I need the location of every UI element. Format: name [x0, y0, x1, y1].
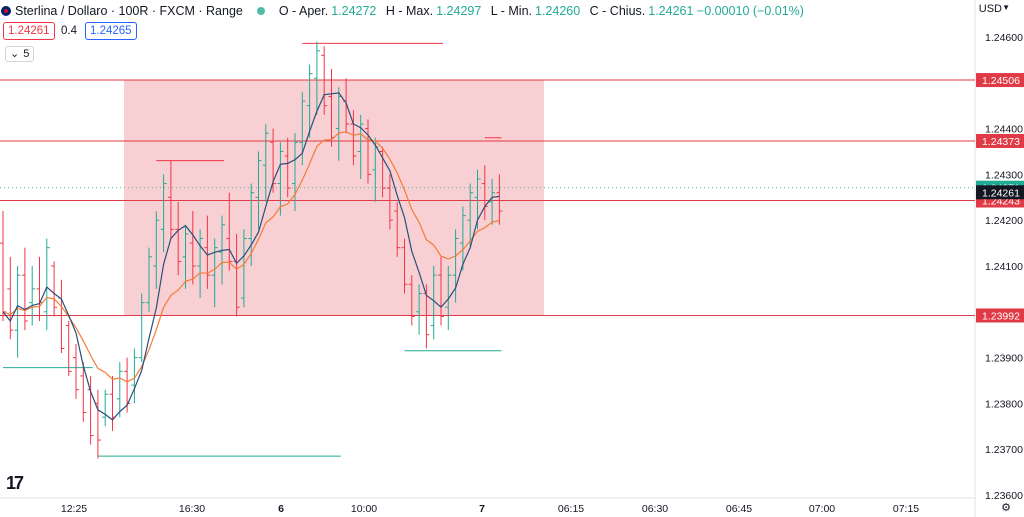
indicators-toggle[interactable]: ⌄ 5 [5, 46, 35, 62]
close-label: C - Chius. [589, 4, 646, 18]
price-level-label-bg [976, 73, 1024, 88]
last-price-label-bg [976, 185, 1024, 200]
price-level-label-bg [976, 308, 1024, 323]
gear-icon[interactable]: ⚙ [1001, 502, 1011, 514]
chevron-down-icon[interactable]: ▼ [1002, 3, 1010, 12]
low-value: 1.24260 [535, 4, 581, 18]
chevron-down-icon: ⌄ [10, 48, 20, 60]
symbol-title[interactable]: Sterlina / Dollaro · 100R · FXCM · Range [15, 4, 243, 18]
y-tick-label: 1.24600 [985, 32, 1023, 44]
x-tick-label: 06:45 [726, 503, 752, 515]
spread-value: 0.4 [61, 25, 77, 37]
close-value: 1.24261 −0.00010 (−0.01%) [648, 4, 804, 18]
y-tick-label: 1.23600 [985, 490, 1023, 502]
y-tick-label: 1.24100 [985, 261, 1023, 273]
high-value: 1.24297 [436, 4, 482, 18]
tradingview-logo-icon[interactable]: 17 [6, 473, 24, 493]
x-tick-label: 07:00 [809, 503, 835, 515]
price-level-label: 1.23992 [982, 310, 1020, 322]
x-tick-label: 07:15 [893, 503, 919, 515]
sell-price-button[interactable]: 1.24261 [3, 22, 55, 40]
y-tick-label: 1.23800 [985, 398, 1023, 410]
indicator-count: 5 [23, 48, 30, 60]
buy-price-button[interactable]: 1.24265 [85, 22, 137, 40]
y-tick-label: 1.24200 [985, 215, 1023, 227]
low-label: L - Min. [490, 4, 532, 18]
x-tick-label: 16:30 [179, 503, 205, 515]
x-tick-label: 06:15 [558, 503, 584, 515]
chart-legend: Sterlina / Dollaro · 100R · FXCM · Range… [0, 3, 810, 19]
y-tick-label: 1.23700 [985, 444, 1023, 456]
price-bars [0, 41, 503, 459]
x-tick-label: 06:30 [642, 503, 668, 515]
y-tick-label: 1.24400 [985, 124, 1023, 136]
ema-line [2, 131, 500, 383]
ohlc-values: O - Aper. 1.24272 H - Max. 1.24297 L - Min… [279, 4, 810, 18]
currency-selector[interactable]: USD [978, 3, 1002, 15]
x-tick-label: 10:00 [351, 503, 377, 515]
price-level-label: 1.24506 [982, 75, 1020, 87]
range-zone [124, 80, 544, 316]
open-label: O - Aper. [278, 4, 329, 18]
x-tick-label: 12:25 [61, 503, 87, 515]
high-label: H - Max. [385, 4, 434, 18]
price-level-label-bg [976, 133, 1024, 148]
price-level-label: 1.24373 [982, 136, 1020, 148]
last-price-label: 1.24261 [982, 187, 1020, 199]
y-tick-label: 1.23900 [985, 353, 1023, 365]
x-tick-label: 7 [479, 503, 485, 515]
gbp-flag-icon [1, 6, 11, 16]
x-tick-label: 6 [278, 503, 284, 515]
open-value: 1.24272 [331, 4, 377, 18]
y-tick-label: 1.24300 [985, 169, 1023, 181]
sma-line [2, 92, 500, 421]
market-status-icon [256, 7, 265, 15]
